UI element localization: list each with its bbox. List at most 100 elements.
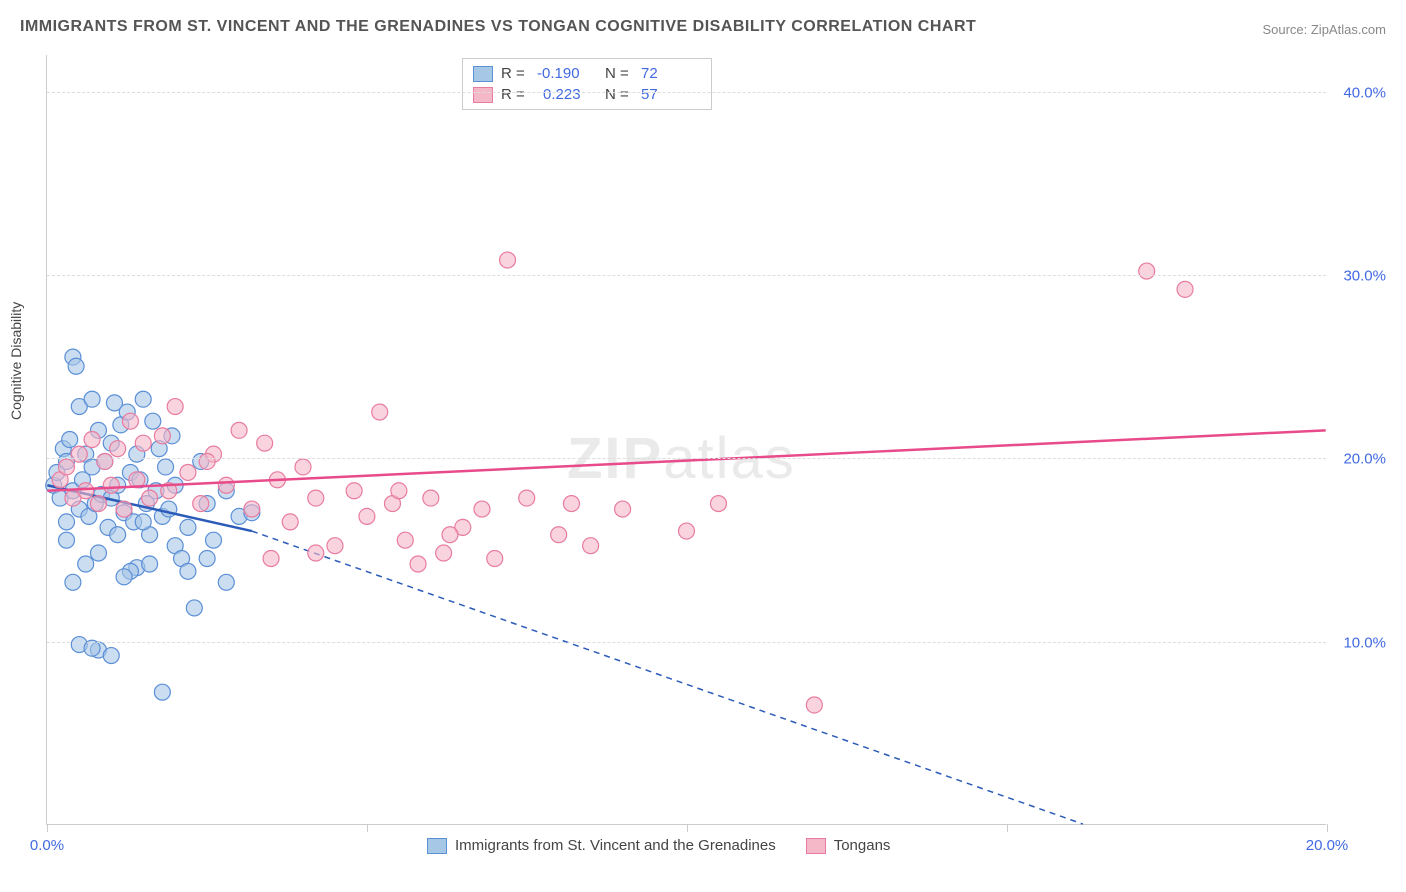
ytick-label: 40.0%	[1343, 84, 1386, 101]
scatter-point	[710, 496, 726, 512]
scatter-point	[62, 432, 78, 448]
scatter-point	[154, 684, 170, 700]
scatter-point	[295, 459, 311, 475]
scatter-point	[59, 459, 75, 475]
xtick	[687, 824, 688, 832]
scatter-svg	[47, 55, 1326, 824]
scatter-point	[231, 422, 247, 438]
xtick	[47, 824, 48, 832]
gridline-h: 20.0%	[47, 458, 1326, 459]
legend-label-1: Immigrants from St. Vincent and the Gren…	[455, 837, 776, 854]
scatter-point	[806, 697, 822, 713]
scatter-point	[257, 435, 273, 451]
scatter-point	[145, 413, 161, 429]
scatter-point	[487, 551, 503, 567]
source-attribution: Source: ZipAtlas.com	[1262, 22, 1386, 37]
scatter-point	[167, 399, 183, 415]
scatter-point	[423, 490, 439, 506]
scatter-point	[615, 501, 631, 517]
source-label: Source:	[1262, 22, 1310, 37]
source-name: ZipAtlas.com	[1311, 22, 1386, 37]
scatter-point	[59, 532, 75, 548]
scatter-point	[199, 551, 215, 567]
scatter-point	[65, 574, 81, 590]
xtick	[1007, 824, 1008, 832]
scatter-point	[263, 551, 279, 567]
scatter-point	[500, 252, 516, 268]
ytick-label: 20.0%	[1343, 451, 1386, 468]
scatter-point	[583, 538, 599, 554]
y-axis-label: Cognitive Disability	[8, 302, 24, 420]
scatter-point	[327, 538, 343, 554]
gridline-h: 40.0%	[47, 92, 1326, 93]
scatter-point	[78, 483, 94, 499]
scatter-point	[116, 569, 132, 585]
scatter-point	[71, 446, 87, 462]
scatter-point	[142, 556, 158, 572]
chart-title: IMMIGRANTS FROM ST. VINCENT AND THE GREN…	[20, 18, 976, 36]
scatter-point	[84, 432, 100, 448]
scatter-point	[154, 428, 170, 444]
scatter-point	[391, 483, 407, 499]
xtick	[367, 824, 368, 832]
chart-container: IMMIGRANTS FROM ST. VINCENT AND THE GREN…	[0, 0, 1406, 892]
scatter-point	[218, 574, 234, 590]
scatter-point	[519, 490, 535, 506]
scatter-point	[436, 545, 452, 561]
scatter-point	[372, 404, 388, 420]
scatter-point	[78, 556, 94, 572]
scatter-point	[180, 464, 196, 480]
scatter-point	[410, 556, 426, 572]
scatter-point	[308, 490, 324, 506]
scatter-point	[282, 514, 298, 530]
scatter-point	[68, 358, 84, 374]
scatter-point	[90, 496, 106, 512]
scatter-point	[359, 508, 375, 524]
scatter-point	[199, 453, 215, 469]
trend-line-extrapolated	[252, 531, 1083, 824]
scatter-point	[110, 527, 126, 543]
scatter-point	[116, 501, 132, 517]
scatter-point	[142, 490, 158, 506]
scatter-point	[474, 501, 490, 517]
xtick	[1327, 824, 1328, 832]
scatter-point	[103, 648, 119, 664]
scatter-point	[97, 453, 113, 469]
legend-item-1: Immigrants from St. Vincent and the Gren…	[427, 837, 776, 854]
scatter-point	[180, 519, 196, 535]
scatter-point	[218, 477, 234, 493]
xtick-label: 0.0%	[30, 837, 64, 854]
scatter-point	[346, 483, 362, 499]
ytick-label: 30.0%	[1343, 268, 1386, 285]
scatter-point	[135, 391, 151, 407]
xtick-label: 20.0%	[1306, 837, 1349, 854]
plot-area: ZIPatlas R = -0.190 N = 72 R = 0.223 N =…	[46, 55, 1326, 825]
scatter-point	[84, 391, 100, 407]
scatter-point	[90, 545, 106, 561]
legend-item-2: Tongans	[806, 837, 891, 854]
scatter-point	[122, 413, 138, 429]
scatter-point	[244, 501, 260, 517]
scatter-point	[1177, 281, 1193, 297]
gridline-h: 10.0%	[47, 642, 1326, 643]
scatter-point	[563, 496, 579, 512]
scatter-point	[180, 563, 196, 579]
gridline-h: 30.0%	[47, 275, 1326, 276]
legend-swatch-2	[806, 838, 826, 854]
scatter-point	[110, 441, 126, 457]
scatter-point	[135, 435, 151, 451]
scatter-point	[158, 459, 174, 475]
scatter-point	[135, 514, 151, 530]
scatter-point	[679, 523, 695, 539]
scatter-point	[1139, 263, 1155, 279]
scatter-point	[442, 527, 458, 543]
legend-swatch-1	[427, 838, 447, 854]
scatter-point	[103, 477, 119, 493]
ytick-label: 10.0%	[1343, 634, 1386, 651]
trend-line	[47, 430, 1325, 490]
scatter-point	[551, 527, 567, 543]
scatter-point	[186, 600, 202, 616]
scatter-point	[206, 532, 222, 548]
bottom-legend: Immigrants from St. Vincent and the Gren…	[427, 837, 890, 854]
scatter-point	[308, 545, 324, 561]
